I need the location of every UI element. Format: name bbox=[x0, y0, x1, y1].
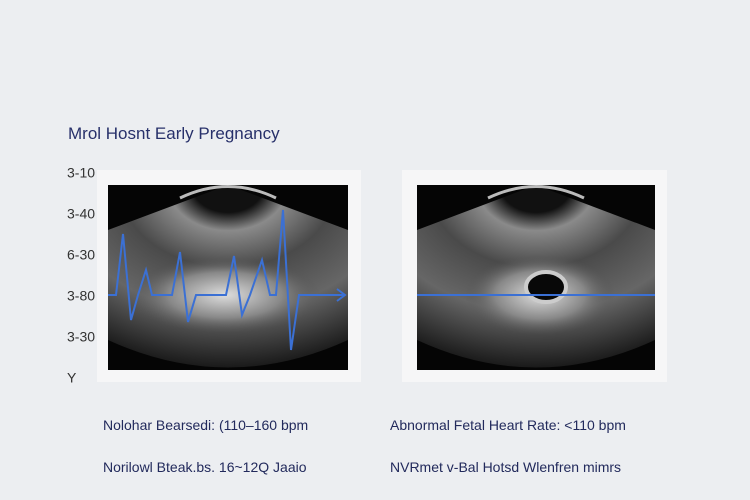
scan-arc bbox=[487, 185, 585, 200]
note: Norilowl Bteak.bs. 16~12Q Jaaio bbox=[103, 459, 307, 475]
axis-label: 3-80 bbox=[67, 288, 95, 304]
title: Mrol Hosnt Early Pregnancy bbox=[68, 124, 280, 143]
axis-label: 3-40 bbox=[67, 206, 95, 222]
axis-label: 3-30 bbox=[67, 329, 95, 345]
axis-label: 6-30 bbox=[67, 247, 95, 263]
heart-waveform bbox=[108, 209, 347, 351]
scan-arc bbox=[179, 185, 277, 200]
axis-label: 3-10 bbox=[67, 165, 95, 181]
caption: Abnormal Fetal Heart Rate: <110 bpm bbox=[390, 417, 626, 433]
caption: Nolohar Bearsedi: (110–160 bpm bbox=[103, 417, 308, 433]
axis-labels: 3-10 3-40 6-30 3-80 3-30 Y bbox=[67, 165, 95, 386]
note: NVRmet v-Bal Hotsd Wlenfren mimrs bbox=[390, 459, 621, 475]
gestational-sac bbox=[524, 270, 568, 304]
axis-label: Y bbox=[67, 370, 77, 386]
